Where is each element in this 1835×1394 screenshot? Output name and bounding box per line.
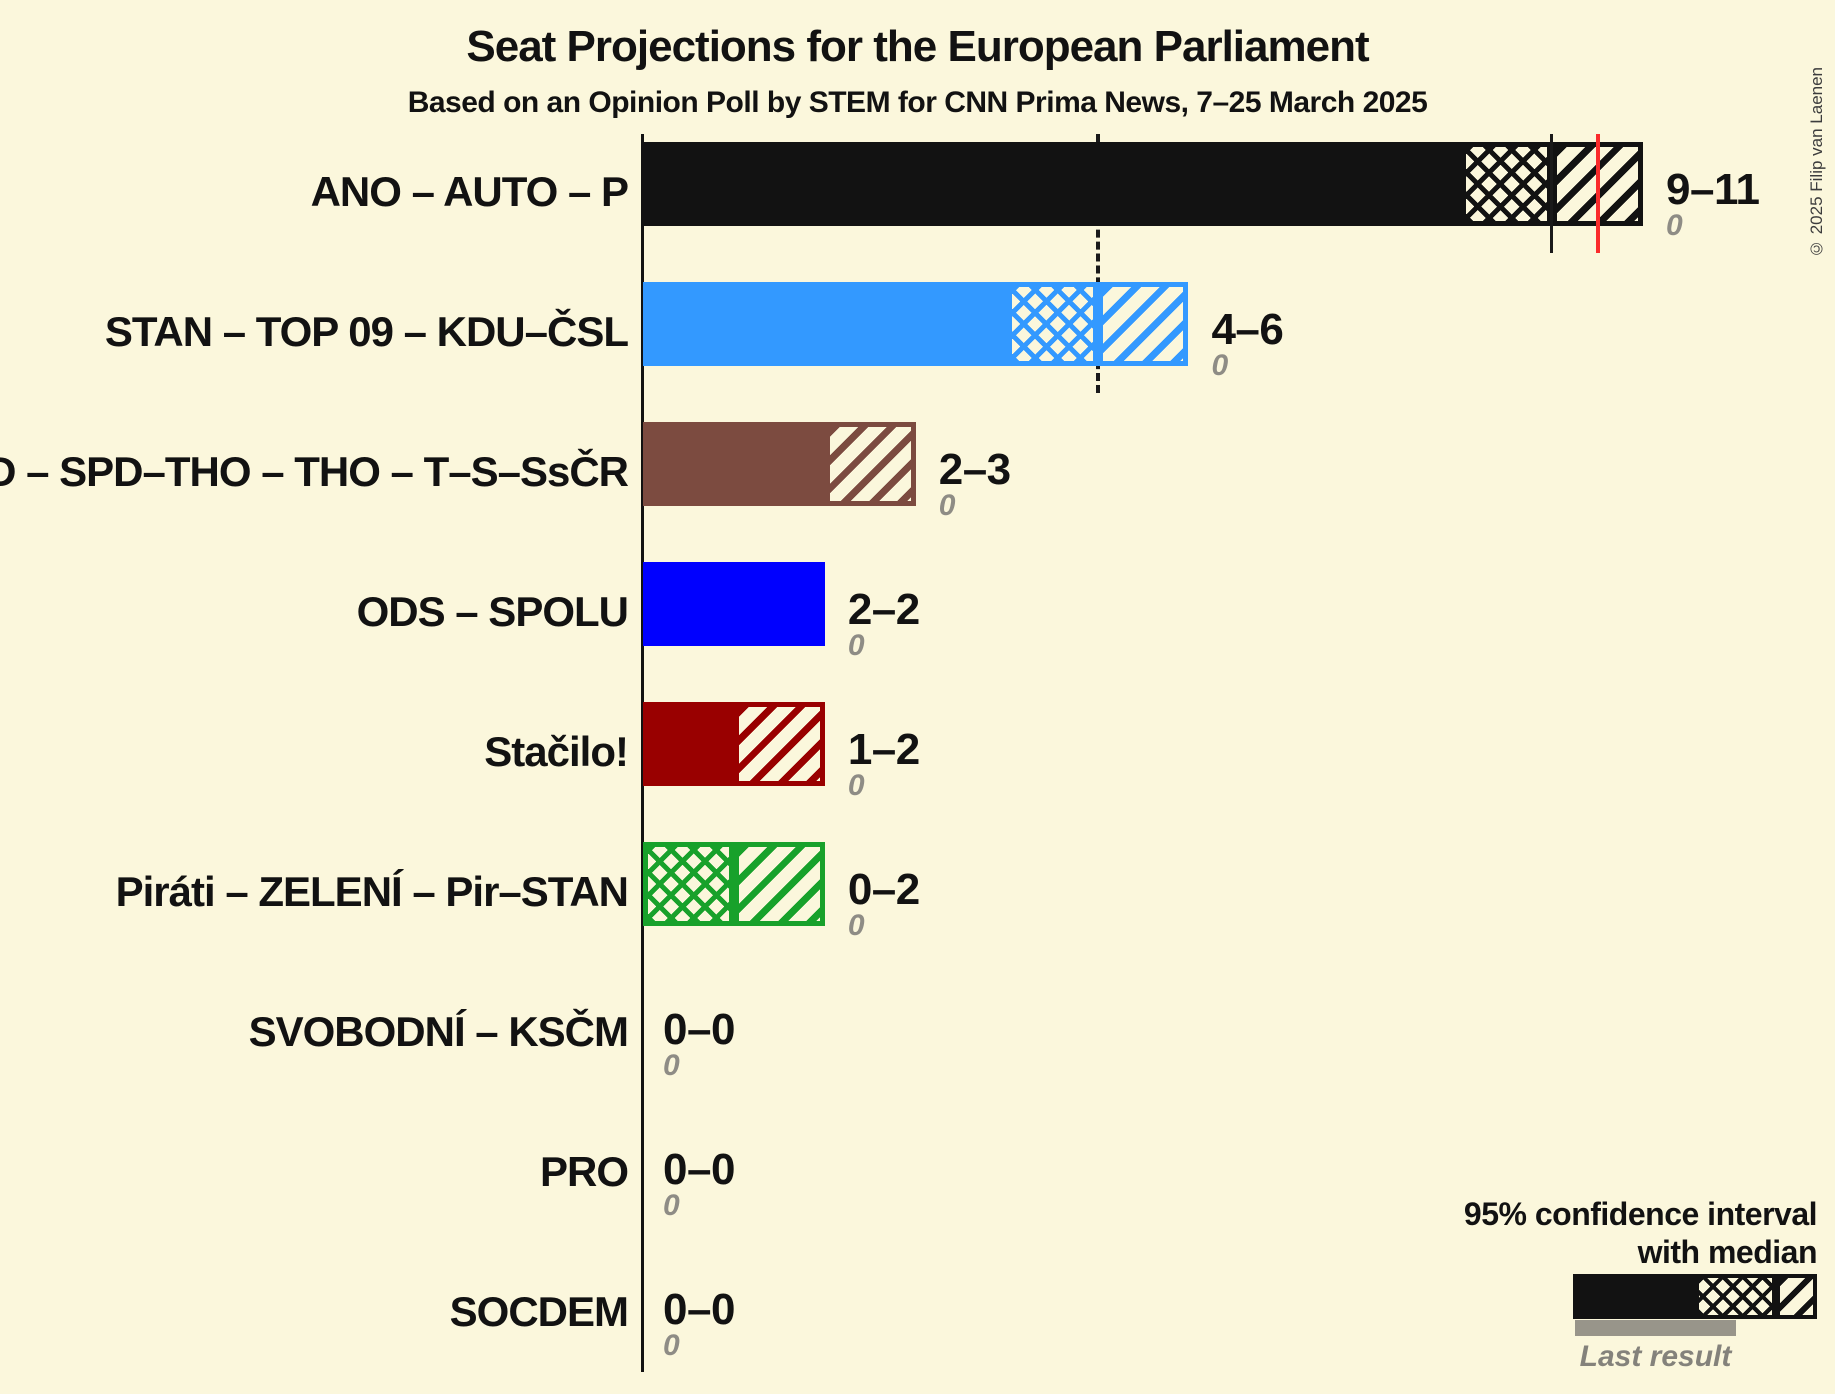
last-result-value: 0 xyxy=(847,909,865,942)
party-label: SPD – SPD–THO – THO – T–S–SsČR xyxy=(0,448,629,495)
bar-crosshatch-segment xyxy=(1461,142,1553,226)
ci-range-label: 2–3 xyxy=(938,445,1011,494)
last-result-value: 0 xyxy=(938,489,956,522)
ci-range-label: 0–0 xyxy=(663,1005,735,1054)
legend-last-result-label: Last result xyxy=(1579,1340,1732,1373)
legend-sample-crosshatch-segment xyxy=(1695,1274,1776,1319)
chart-title: Seat Projections for the European Parlia… xyxy=(466,22,1369,71)
last-result-value: 0 xyxy=(663,1329,680,1362)
ci-range-label: 4–6 xyxy=(1211,305,1284,354)
majority-line xyxy=(1595,134,1600,253)
ci-range-label: 1–2 xyxy=(847,725,920,774)
bar-solid-segment xyxy=(643,422,825,506)
legend-sample-diagonal-segment xyxy=(1776,1274,1817,1319)
legend-ci-label-line2: with median xyxy=(1637,1234,1818,1270)
legend-last-result-bar xyxy=(1575,1320,1736,1336)
ci-range-label: 0–0 xyxy=(663,1285,735,1334)
party-label: Stačilo! xyxy=(484,728,629,775)
party-label: PRO xyxy=(539,1148,629,1195)
last-result-value: 0 xyxy=(1211,349,1229,382)
last-result-value: 0 xyxy=(1666,209,1683,242)
party-label: SOCDEM xyxy=(449,1288,629,1335)
party-label: STAN – TOP 09 – KDU–ČSL xyxy=(104,308,629,355)
y-axis-line xyxy=(641,134,644,1372)
ano-median-line xyxy=(1550,134,1554,253)
last-result-value: 0 xyxy=(847,769,865,802)
legend-ci-label-line1: 95% confidence interval xyxy=(1463,1196,1818,1232)
last-result-value: 0 xyxy=(847,629,865,662)
ci-range-label: 9–11 xyxy=(1666,165,1760,214)
legend-sample-bar xyxy=(1573,1274,1817,1319)
ci-range-label: 0–0 xyxy=(663,1145,735,1194)
party-label: Piráti – ZELENÍ – Pir–STAN xyxy=(115,868,629,915)
bar-diagonal-segment xyxy=(1097,282,1189,366)
bar-solid-segment xyxy=(643,562,825,646)
bar-crosshatch-segment xyxy=(1006,282,1098,366)
party-label: ODS – SPOLU xyxy=(356,588,629,635)
last-result-value: 0 xyxy=(663,1049,680,1082)
copyright-note: © 2025 Filip van Laenen xyxy=(1807,66,1826,258)
stan-median-line xyxy=(1095,134,1100,393)
bar-diagonal-segment xyxy=(733,842,825,926)
party-label: SVOBODNÍ – KSČM xyxy=(248,1008,629,1055)
legend-sample-solid-segment xyxy=(1573,1274,1695,1319)
ci-range-label: 0–2 xyxy=(847,865,920,914)
party-label: ANO – AUTO – P xyxy=(310,168,629,215)
bar-diagonal-segment xyxy=(733,702,825,786)
bar-crosshatch-segment xyxy=(643,842,734,926)
bar-diagonal-segment xyxy=(824,422,916,506)
chart-subtitle: Based on an Opinion Poll by STEM for CNN… xyxy=(407,86,1428,119)
bar-solid-segment xyxy=(643,702,734,786)
bar-solid-segment xyxy=(643,282,1007,366)
ci-range-label: 2–2 xyxy=(847,585,920,634)
last-result-value: 0 xyxy=(663,1189,680,1222)
bar-solid-segment xyxy=(643,142,1462,226)
